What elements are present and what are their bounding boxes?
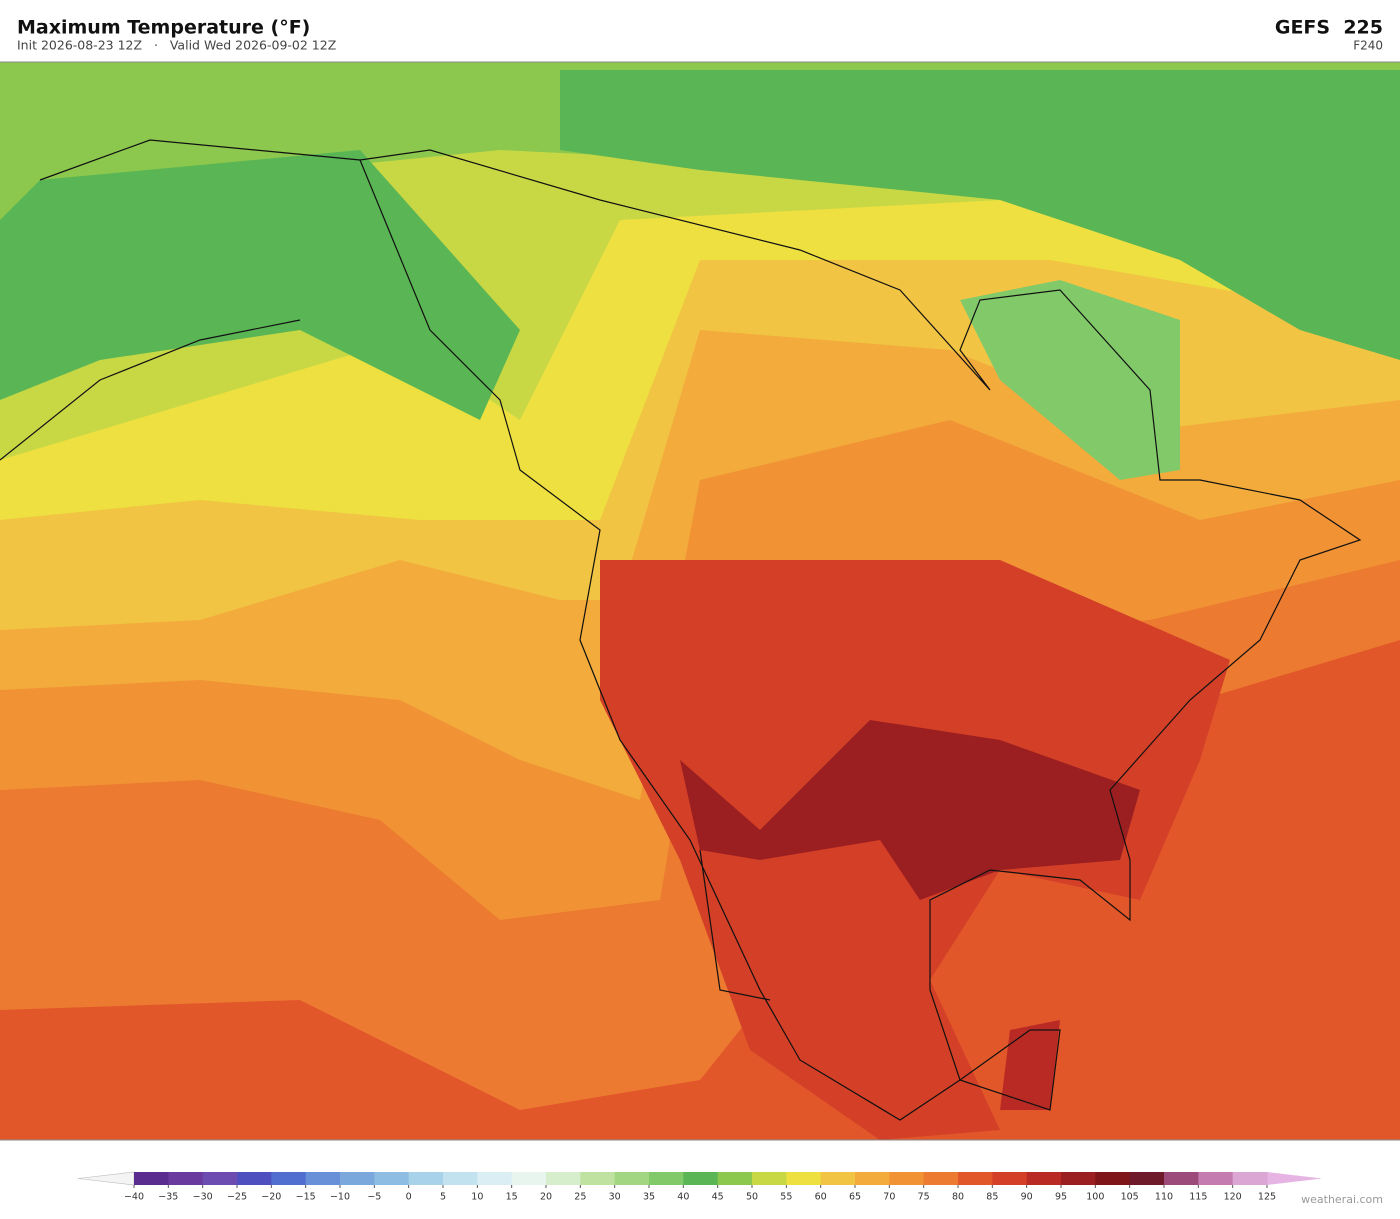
- colorbar-segment: [614, 1172, 650, 1185]
- colorbar: −40 −35 −30 −25 −20 −15 −10 −5 0 5 10 15 20 25 30 35 40 4…: [77, 1171, 1322, 1203]
- colorbar-tick-label: 90: [1021, 1192, 1033, 1203]
- colorbar-tick-label: 35: [643, 1192, 655, 1203]
- credit: weatherai.com: [1301, 1193, 1383, 1206]
- colorbar-tick-label: 45: [712, 1192, 724, 1203]
- forecast-hour: F240: [1353, 39, 1383, 53]
- map-field: [1000, 1020, 1060, 1110]
- colorbar-tick-label: 60: [815, 1192, 827, 1203]
- map-field: [0, 150, 520, 420]
- map-field: [960, 280, 1180, 480]
- title: Maximum Temperature (°F): [17, 17, 310, 39]
- colorbar-segment: [408, 1172, 444, 1185]
- colorbar-segment: [1095, 1172, 1131, 1185]
- colorbar-tick-label: 115: [1189, 1192, 1207, 1203]
- colorbar-segment: [1164, 1172, 1199, 1185]
- colorbar-tick-label: 105: [1121, 1192, 1139, 1203]
- colorbar-segment: [752, 1172, 787, 1185]
- colorbar-segment: [889, 1172, 925, 1185]
- colorbar-segment: [202, 1172, 238, 1185]
- colorbar-tick-label: 110: [1155, 1192, 1173, 1203]
- colorbar-segment: [511, 1172, 547, 1185]
- colorbar-segment: [305, 1172, 341, 1185]
- colorbar-tick-label: −25: [227, 1192, 247, 1203]
- colorbar-segment: [820, 1172, 856, 1185]
- colorbar-segment: [168, 1172, 204, 1185]
- subtitle: Init 2026-08-23 12Z · Valid Wed 2026-09-…: [17, 38, 336, 53]
- colorbar-tick-label: 25: [574, 1192, 586, 1203]
- colorbar-tick-label: −30: [193, 1192, 213, 1203]
- colorbar-tick-label: 65: [849, 1192, 861, 1203]
- colorbar-tick-label: 5: [440, 1192, 446, 1203]
- colorbar-tick-label: 40: [677, 1192, 689, 1203]
- colorbar-tick-label: 75: [918, 1192, 930, 1203]
- map-field: [560, 70, 1400, 360]
- colorbar-tick-label: −20: [261, 1192, 281, 1203]
- map-field: [680, 720, 1140, 900]
- colorbar-segment: [1198, 1172, 1234, 1185]
- colorbar-tick-label: −10: [330, 1192, 350, 1203]
- colorbar-tick-label: 95: [1055, 1192, 1067, 1203]
- colorbar-segment: [237, 1172, 272, 1185]
- colorbar-tick-label: −40: [124, 1192, 144, 1203]
- colorbar-tick-label: 80: [952, 1192, 964, 1203]
- colorbar-segment: [1232, 1172, 1268, 1185]
- colorbar-tick-label: 100: [1086, 1192, 1104, 1203]
- colorbar-segment: [374, 1172, 410, 1185]
- colorbar-segment: [1061, 1172, 1096, 1185]
- coastline: [0, 139, 1362, 1121]
- colorbar-tick-label: 120: [1224, 1192, 1242, 1203]
- colorbar-segment: [649, 1172, 684, 1185]
- colorbar-tick-label: 70: [883, 1192, 895, 1203]
- colorbar-tick-label: 15: [506, 1192, 518, 1203]
- colorbar-tick-label: 125: [1258, 1192, 1276, 1203]
- colorbar-segment: [923, 1172, 959, 1185]
- model: GEFS 225: [1275, 17, 1383, 39]
- colorbar-tick-label: 55: [780, 1192, 792, 1203]
- colorbar-tick-label: −15: [296, 1192, 316, 1203]
- colorbar-segment: [958, 1172, 993, 1185]
- colorbar-segment: [271, 1172, 307, 1185]
- colorbar-segment: [134, 1172, 169, 1185]
- colorbar-segment: [786, 1172, 822, 1185]
- colorbar-tick-label: −35: [158, 1192, 178, 1203]
- colorbar-tick-label: −5: [367, 1192, 381, 1203]
- colorbar-over: [1267, 1172, 1322, 1185]
- colorbar-segment: [1129, 1172, 1165, 1185]
- colorbar-segment: [717, 1172, 753, 1185]
- colorbar-segment: [546, 1172, 581, 1185]
- colorbar-segment: [1026, 1172, 1062, 1185]
- colorbar-segment: [580, 1172, 616, 1185]
- colorbar-segment: [683, 1172, 719, 1185]
- colorbar-tick-label: 50: [746, 1192, 758, 1203]
- colorbar-segment: [340, 1172, 375, 1185]
- colorbar-segment: [477, 1172, 513, 1185]
- colorbar-tick-label: 30: [609, 1192, 621, 1203]
- map: [0, 61, 1400, 1141]
- colorbar-tick-label: 0: [406, 1192, 412, 1203]
- colorbar-segment: [992, 1172, 1028, 1185]
- colorbar-tick-label: 85: [986, 1192, 998, 1203]
- colorbar-segment: [443, 1172, 478, 1185]
- colorbar-segment: [855, 1172, 890, 1185]
- colorbar-tick-label: 10: [471, 1192, 483, 1203]
- colorbar-tick-label: 20: [540, 1192, 552, 1203]
